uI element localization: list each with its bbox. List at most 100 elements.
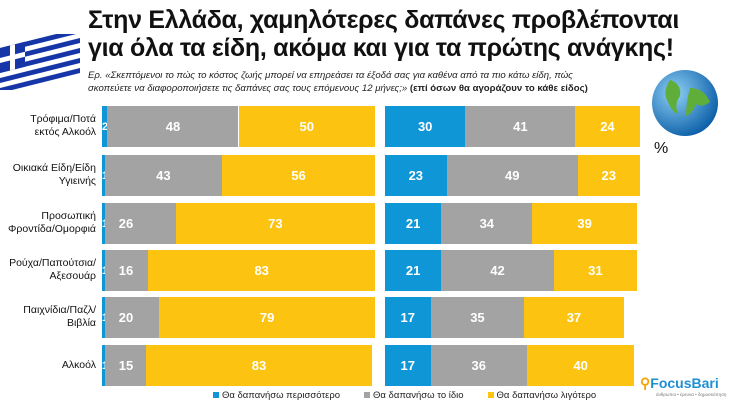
category-label: Προσωπική Φροντίδα/Ομορφιά bbox=[0, 210, 96, 236]
data-label: 39 bbox=[577, 216, 592, 231]
bar-segment: 36 bbox=[430, 345, 528, 386]
bar-segment: 21 bbox=[385, 250, 442, 291]
category-label-line: Αξεσουάρ bbox=[49, 270, 97, 282]
data-label: 16 bbox=[118, 263, 134, 278]
bar-segment: 48 bbox=[107, 106, 239, 147]
category-label: Αλκοόλ bbox=[0, 359, 96, 372]
question-line-2: σκοπεύετε να διαφοροποιήσετε τις δαπάνες… bbox=[88, 83, 408, 94]
data-label: 36 bbox=[471, 358, 487, 373]
data-label: 40 bbox=[573, 358, 588, 373]
bar-segment: 34 bbox=[441, 203, 533, 244]
bar-segment: 73 bbox=[175, 203, 375, 244]
data-label: 83 bbox=[254, 263, 269, 278]
bar-segment: 17 bbox=[385, 345, 431, 386]
title-line-1: Στην Ελλάδα, χαμηλότερες δαπάνες προβλέπ… bbox=[88, 6, 679, 34]
focusbari-logo: ⚲FocusBari άνθρωποι • έρευνα • δημοσκόπη… bbox=[640, 375, 726, 397]
bar-segment: 26 bbox=[104, 203, 176, 244]
bar-segment: 42 bbox=[441, 250, 554, 291]
bar-segment: 15 bbox=[104, 345, 146, 386]
bar-segment: 56 bbox=[222, 155, 375, 196]
bar-segment: 50 bbox=[238, 106, 375, 147]
category-label: Τρόφιμα/Ποτά εκτός Αλκοόλ bbox=[0, 113, 96, 139]
bar-segment: 39 bbox=[532, 203, 637, 244]
title-line-2: για όλα τα είδη, ακόμα και για τα πρώτης… bbox=[88, 34, 674, 62]
bar-segment: 79 bbox=[159, 297, 375, 338]
data-label: 31 bbox=[588, 263, 603, 278]
category-label-line: Βιβλία bbox=[66, 317, 96, 329]
bar-segment: 21 bbox=[385, 203, 442, 244]
data-label: 21 bbox=[405, 216, 421, 231]
data-label: 79 bbox=[259, 310, 275, 325]
legend-label: Θα δαπανήσω περισσότερο bbox=[222, 390, 341, 401]
survey-question: Ερ. «Σκεπτόμενοι το πώς το κόστος ζωής μ… bbox=[88, 69, 588, 95]
data-label: 35 bbox=[470, 310, 485, 325]
category-label-line: Παιχνίδια/Παζλ/ bbox=[23, 304, 96, 316]
data-label: 15 bbox=[118, 358, 134, 373]
bar-segment: 37 bbox=[524, 297, 624, 338]
bar-segment: 31 bbox=[553, 250, 637, 291]
data-label: 43 bbox=[156, 168, 171, 183]
question-line-1: Ερ. «Σκεπτόμενοι το πώς το κόστος ζωής μ… bbox=[88, 70, 573, 81]
data-label: 41 bbox=[513, 119, 528, 134]
data-label: 24 bbox=[600, 119, 615, 134]
bar-segment: 16 bbox=[104, 250, 149, 291]
legend-item-more: Θα δαπανήσω περισσότερο bbox=[213, 390, 340, 401]
legend-swatch bbox=[364, 392, 371, 398]
data-label: 48 bbox=[165, 119, 181, 134]
data-label: 26 bbox=[118, 216, 134, 231]
data-label: 56 bbox=[291, 168, 306, 183]
data-label: 34 bbox=[479, 216, 495, 231]
percent-label: % bbox=[654, 140, 669, 157]
data-label: 21 bbox=[405, 263, 421, 278]
question-note: (επί όσων θα αγοράζουν το κάθε είδος) bbox=[409, 83, 588, 94]
bar-segment: 17 bbox=[385, 297, 431, 338]
bar-segment: 41 bbox=[465, 106, 576, 147]
data-label: 23 bbox=[601, 168, 616, 183]
category-label-line: Οικιακά Είδη/Είδη bbox=[12, 162, 96, 174]
data-label: 73 bbox=[268, 216, 283, 231]
data-label: 83 bbox=[251, 358, 267, 373]
data-label: 17 bbox=[400, 358, 415, 373]
page-title: Στην Ελλάδα, χαμηλότερες δαπάνες προβλέπ… bbox=[88, 6, 679, 62]
bar-segment: 24 bbox=[575, 106, 640, 147]
data-label: 50 bbox=[299, 119, 314, 134]
bar-segment: 83 bbox=[148, 250, 375, 291]
data-label: 17 bbox=[400, 310, 415, 325]
bar-segment: 23 bbox=[577, 155, 640, 196]
bar-segment: 83 bbox=[145, 345, 373, 386]
category-label-line: Ρούχα/Παπούτσια/ bbox=[9, 257, 96, 269]
bar-segment: 40 bbox=[527, 345, 635, 386]
bar-segment: 35 bbox=[430, 297, 525, 338]
data-label: 30 bbox=[417, 119, 433, 134]
category-label-line: Φροντίδα/Ομορφιά bbox=[8, 223, 96, 235]
bar-segment: 49 bbox=[446, 155, 578, 196]
category-label-line: Υγιεινής bbox=[58, 175, 96, 187]
data-label: 20 bbox=[118, 310, 134, 325]
data-label: 42 bbox=[490, 263, 505, 278]
data-label: 23 bbox=[408, 168, 424, 183]
legend-item-less: Θα δαπανήσω λιγότερο bbox=[487, 390, 596, 401]
bar-segment: 20 bbox=[104, 297, 160, 338]
data-label: 49 bbox=[505, 168, 520, 183]
legend: Θα δαπανήσω περισσότερο Θα δαπανήσω το ί… bbox=[213, 390, 596, 401]
category-label-line: Προσωπική bbox=[41, 210, 96, 222]
legend-swatch bbox=[213, 392, 219, 398]
category-label-line: εκτός Αλκοόλ bbox=[34, 126, 96, 138]
logo-tagline: άνθρωποι • έρευνα • δημοσκόπηση bbox=[656, 392, 727, 397]
category-label-line: Τρόφιμα/Ποτά bbox=[30, 113, 96, 125]
category-label: Ρούχα/Παπούτσια/Αξεσουάρ bbox=[0, 257, 96, 283]
bar-segment: 43 bbox=[104, 155, 223, 196]
magnifier-icon: ⚲ bbox=[640, 375, 651, 391]
legend-label: Θα δαπανήσω το ίδιο bbox=[373, 390, 464, 401]
bar-segment: 30 bbox=[385, 106, 466, 147]
category-label-line: Αλκοόλ bbox=[61, 358, 96, 371]
legend-item-same: Θα δαπανήσω το ίδιο bbox=[364, 390, 464, 401]
data-label: 37 bbox=[566, 310, 582, 325]
category-label: Παιχνίδια/Παζλ/Βιβλία bbox=[0, 304, 96, 330]
globe-icon bbox=[652, 70, 718, 136]
legend-swatch bbox=[487, 392, 494, 398]
bar-segment: 23 bbox=[385, 155, 447, 196]
greek-flag-icon bbox=[0, 34, 80, 90]
data-label: 2 bbox=[102, 120, 109, 133]
category-label: Οικιακά Είδη/Είδη Υγιεινής bbox=[0, 162, 96, 188]
